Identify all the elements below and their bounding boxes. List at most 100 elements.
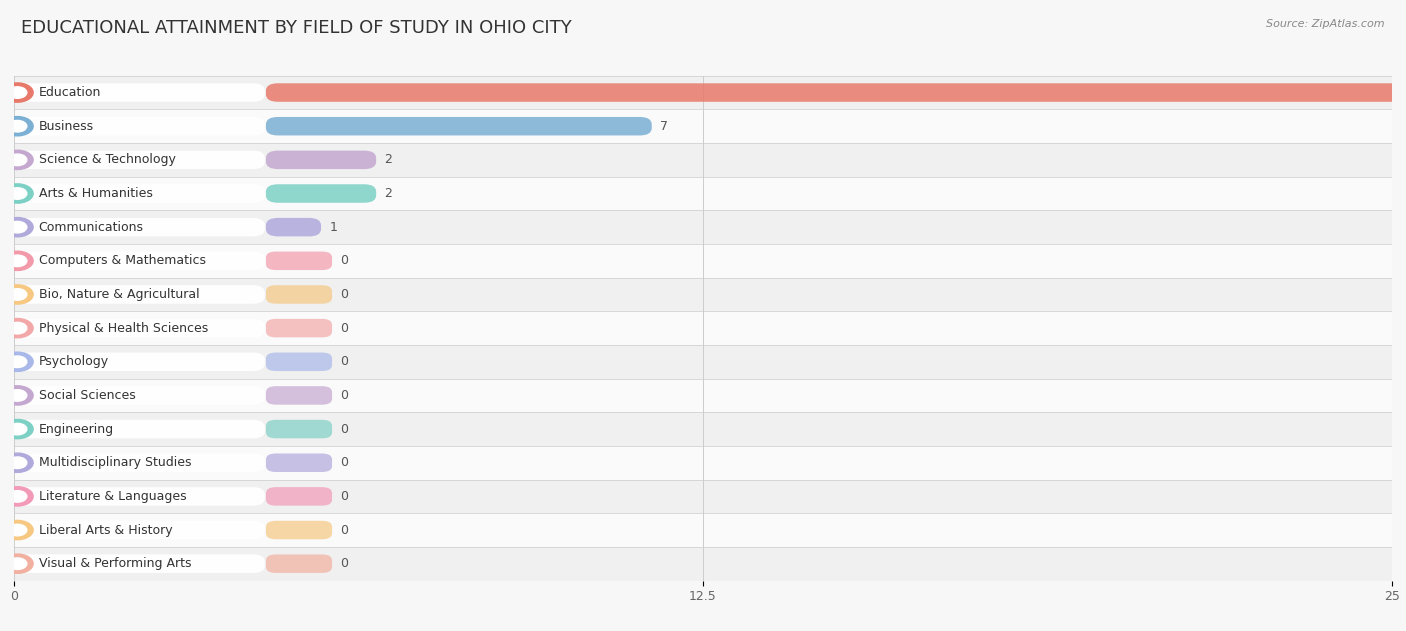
Text: Bio, Nature & Agricultural: Bio, Nature & Agricultural (38, 288, 200, 301)
Text: Psychology: Psychology (38, 355, 108, 369)
FancyBboxPatch shape (17, 555, 264, 573)
Text: 0: 0 (340, 524, 349, 536)
Circle shape (1, 453, 34, 473)
Text: Communications: Communications (38, 221, 143, 233)
Circle shape (1, 117, 34, 136)
Text: 0: 0 (340, 456, 349, 469)
FancyBboxPatch shape (8, 109, 1398, 143)
Text: 0: 0 (340, 423, 349, 435)
FancyBboxPatch shape (17, 487, 264, 505)
Text: Literature & Languages: Literature & Languages (38, 490, 186, 503)
Circle shape (8, 188, 27, 199)
FancyBboxPatch shape (266, 353, 332, 371)
FancyBboxPatch shape (266, 218, 321, 237)
Text: Physical & Health Sciences: Physical & Health Sciences (38, 322, 208, 334)
FancyBboxPatch shape (8, 513, 1398, 547)
Circle shape (1, 184, 34, 203)
Text: Liberal Arts & History: Liberal Arts & History (38, 524, 173, 536)
FancyBboxPatch shape (8, 379, 1398, 412)
Text: Source: ZipAtlas.com: Source: ZipAtlas.com (1267, 19, 1385, 29)
Circle shape (8, 390, 27, 401)
Circle shape (8, 322, 27, 334)
Circle shape (8, 289, 27, 300)
FancyBboxPatch shape (266, 521, 332, 540)
FancyBboxPatch shape (17, 252, 264, 270)
Circle shape (8, 491, 27, 502)
FancyBboxPatch shape (8, 143, 1398, 177)
Circle shape (8, 154, 27, 165)
FancyBboxPatch shape (266, 319, 332, 338)
Text: 0: 0 (340, 389, 349, 402)
Text: Engineering: Engineering (38, 423, 114, 435)
FancyBboxPatch shape (17, 521, 264, 540)
Circle shape (1, 352, 34, 372)
FancyBboxPatch shape (8, 76, 1398, 109)
Text: Arts & Humanities: Arts & Humanities (38, 187, 152, 200)
FancyBboxPatch shape (17, 117, 264, 136)
Text: EDUCATIONAL ATTAINMENT BY FIELD OF STUDY IN OHIO CITY: EDUCATIONAL ATTAINMENT BY FIELD OF STUDY… (21, 19, 572, 37)
FancyBboxPatch shape (266, 420, 332, 439)
FancyBboxPatch shape (8, 446, 1398, 480)
FancyBboxPatch shape (266, 487, 332, 505)
Circle shape (8, 423, 27, 435)
FancyBboxPatch shape (8, 480, 1398, 513)
Text: Visual & Performing Arts: Visual & Performing Arts (38, 557, 191, 570)
FancyBboxPatch shape (17, 386, 264, 404)
Circle shape (1, 386, 34, 405)
Circle shape (1, 251, 34, 271)
Text: Computers & Mathematics: Computers & Mathematics (38, 254, 205, 268)
Circle shape (1, 150, 34, 170)
FancyBboxPatch shape (17, 218, 264, 237)
FancyBboxPatch shape (266, 252, 332, 270)
Circle shape (1, 521, 34, 540)
Circle shape (8, 356, 27, 367)
Circle shape (1, 487, 34, 506)
Text: 0: 0 (340, 355, 349, 369)
FancyBboxPatch shape (266, 83, 1406, 102)
Circle shape (8, 87, 27, 98)
Text: 0: 0 (340, 288, 349, 301)
Text: Multidisciplinary Studies: Multidisciplinary Studies (38, 456, 191, 469)
FancyBboxPatch shape (266, 285, 332, 304)
Text: 0: 0 (340, 322, 349, 334)
Circle shape (1, 554, 34, 574)
FancyBboxPatch shape (17, 353, 264, 371)
FancyBboxPatch shape (17, 285, 264, 304)
FancyBboxPatch shape (266, 117, 652, 136)
Circle shape (8, 255, 27, 266)
FancyBboxPatch shape (266, 555, 332, 573)
Text: 0: 0 (340, 557, 349, 570)
Text: 0: 0 (340, 490, 349, 503)
Text: 1: 1 (329, 221, 337, 233)
Circle shape (8, 221, 27, 233)
FancyBboxPatch shape (266, 184, 377, 203)
Circle shape (8, 121, 27, 132)
Text: 2: 2 (384, 187, 392, 200)
FancyBboxPatch shape (17, 319, 264, 338)
FancyBboxPatch shape (17, 184, 264, 203)
Circle shape (8, 558, 27, 569)
Text: 0: 0 (340, 254, 349, 268)
FancyBboxPatch shape (266, 454, 332, 472)
FancyBboxPatch shape (266, 386, 332, 404)
Text: Business: Business (38, 120, 94, 133)
FancyBboxPatch shape (17, 83, 264, 102)
FancyBboxPatch shape (8, 547, 1398, 581)
FancyBboxPatch shape (266, 151, 377, 169)
FancyBboxPatch shape (8, 311, 1398, 345)
Text: Social Sciences: Social Sciences (38, 389, 135, 402)
FancyBboxPatch shape (17, 454, 264, 472)
Circle shape (1, 285, 34, 304)
Circle shape (1, 218, 34, 237)
FancyBboxPatch shape (8, 345, 1398, 379)
Circle shape (1, 420, 34, 439)
FancyBboxPatch shape (8, 210, 1398, 244)
Text: 7: 7 (659, 120, 668, 133)
FancyBboxPatch shape (17, 420, 264, 439)
Circle shape (1, 319, 34, 338)
Text: 2: 2 (384, 153, 392, 167)
FancyBboxPatch shape (17, 151, 264, 169)
Circle shape (8, 457, 27, 468)
FancyBboxPatch shape (8, 244, 1398, 278)
FancyBboxPatch shape (8, 278, 1398, 311)
